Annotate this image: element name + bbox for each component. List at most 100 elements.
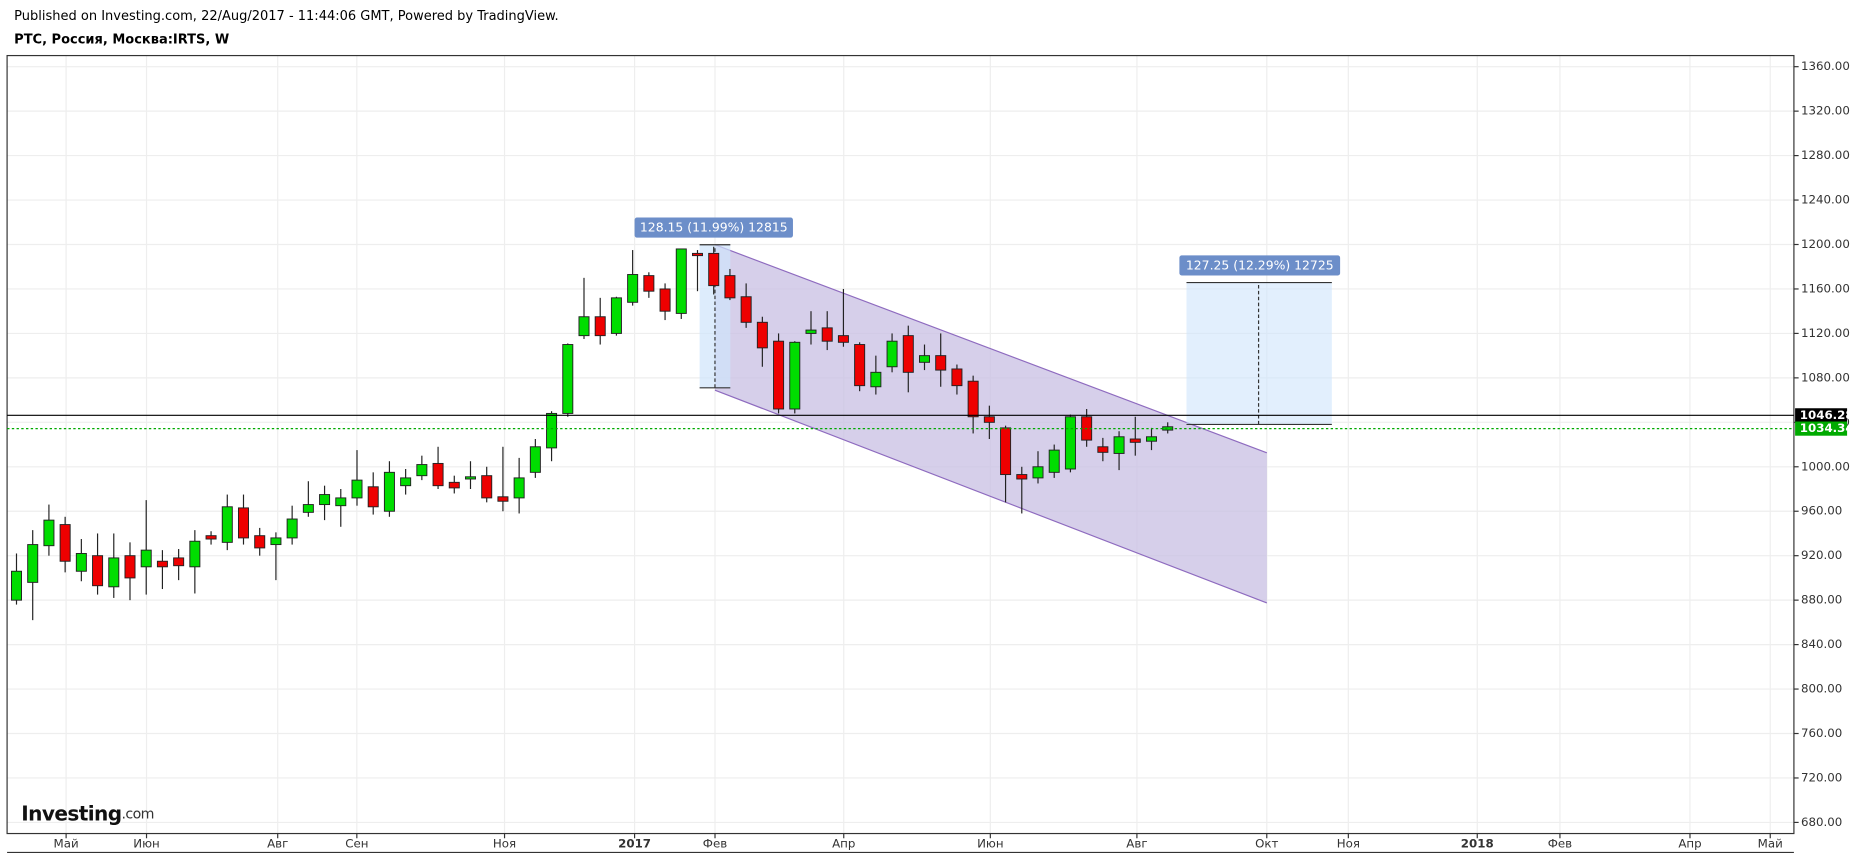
- candle-body: [237, 507, 249, 539]
- candle-body: [1048, 449, 1060, 473]
- x-tick-label: Окт: [1255, 837, 1278, 851]
- candle-body: [854, 344, 866, 387]
- x-tick-label: Июн: [133, 837, 160, 851]
- x-tick-label: Авг: [1126, 837, 1147, 851]
- y-tick-label: 840.00: [1801, 637, 1842, 651]
- candle-body: [383, 471, 395, 512]
- annotation: 128.15 (11.99%) 12815: [640, 220, 788, 235]
- candle-body: [189, 540, 201, 568]
- x-tick-label: Фев: [1548, 837, 1572, 851]
- candle-body: [529, 446, 541, 473]
- candle-body: [594, 316, 606, 337]
- y-tick-label: 720.00: [1801, 770, 1842, 784]
- candle-body: [367, 486, 379, 508]
- candle-body: [497, 496, 509, 502]
- candle-body: [562, 344, 574, 414]
- candle-body: [1000, 427, 1012, 476]
- candle-body: [108, 557, 120, 588]
- candle-body: [270, 537, 282, 546]
- y-tick-label: 760.00: [1801, 726, 1842, 740]
- candle-body: [1113, 436, 1125, 454]
- candle-body: [983, 416, 995, 423]
- candle-body: [432, 462, 444, 487]
- x-tick-label: Сен: [345, 837, 368, 851]
- channel-lower: [714, 389, 1268, 604]
- candle-body: [27, 544, 39, 583]
- x-tick-label: Апр: [832, 837, 855, 851]
- candle-body: [951, 368, 963, 387]
- x-tick-label: Июн: [977, 837, 1004, 851]
- candle-body: [1129, 438, 1141, 443]
- candle-body: [675, 248, 687, 314]
- x-tick-label: Фев: [703, 837, 727, 851]
- candle-body: [805, 329, 817, 334]
- candle-body: [302, 504, 314, 513]
- y-tick-label: 880.00: [1801, 593, 1842, 607]
- candle-body: [254, 535, 266, 549]
- y-tick-label: 1360.00: [1801, 59, 1850, 73]
- candle-body: [1032, 466, 1044, 479]
- candle-body: [75, 552, 87, 572]
- candle-body: [756, 321, 768, 349]
- symbol-title: РТС, Россия, Москва:IRTS, W: [14, 33, 229, 48]
- candle-body: [464, 476, 476, 480]
- candle-body: [610, 297, 622, 334]
- y-tick-label: 1280.00: [1801, 148, 1850, 162]
- candle-body: [43, 519, 55, 547]
- x-tick-label: 2017: [618, 837, 651, 851]
- annotation-box: [634, 217, 793, 238]
- x-tick-label: Май: [1758, 837, 1783, 851]
- candles: [10, 246, 1174, 621]
- plot-frame: [6, 54, 1795, 835]
- candle-body: [837, 335, 849, 343]
- y-tick-label: 960.00: [1801, 504, 1842, 518]
- logo: Investing.com: [21, 801, 154, 825]
- annotation-box: [1179, 255, 1341, 276]
- candle-body: [1064, 416, 1076, 470]
- candle-body: [221, 506, 233, 543]
- candle-body: [967, 380, 979, 418]
- candle-body: [59, 524, 71, 562]
- channel-fill: [714, 244, 1267, 603]
- candle-body: [351, 479, 363, 499]
- y-tick-label: 920.00: [1801, 548, 1842, 562]
- y-tick-label: 1320.00: [1801, 104, 1850, 118]
- candle-body: [92, 555, 104, 587]
- y-tick-label: 1200.00: [1801, 237, 1850, 251]
- candle-body: [286, 518, 298, 539]
- x-tick-label: Май: [54, 837, 79, 851]
- candle-body: [1146, 436, 1157, 442]
- candle-body: [870, 371, 882, 388]
- candle-body: [935, 355, 947, 371]
- candle-body: [416, 464, 428, 477]
- price-tag: [1795, 421, 1848, 436]
- x-tick-label: Ноя: [493, 837, 516, 851]
- candle-body: [400, 477, 412, 487]
- candle-body: [627, 274, 639, 303]
- y-tick-label: 1120.00: [1801, 326, 1850, 340]
- candle-body: [902, 335, 914, 373]
- candle-body: [708, 252, 720, 287]
- x-tick-label: Ноя: [1337, 837, 1360, 851]
- y-tick-label: 1240.00: [1801, 193, 1850, 207]
- annotation: 127.25 (12.29%) 12725: [1186, 258, 1334, 273]
- y-tick-label: 680.00: [1801, 815, 1842, 829]
- candle-body: [789, 341, 801, 410]
- candle-body: [724, 275, 736, 299]
- candle-body: [1097, 446, 1109, 453]
- grid: [7, 55, 1794, 834]
- candle-body: [773, 340, 785, 410]
- candle-body: [643, 275, 655, 292]
- candle-body: [205, 535, 217, 540]
- candle-body: [124, 555, 136, 579]
- candle-body: [740, 296, 752, 323]
- candle-body: [481, 475, 493, 499]
- x-tick-label: Апр: [1678, 837, 1701, 851]
- candle-body: [156, 560, 168, 568]
- candle-body: [821, 327, 833, 342]
- candle-body: [513, 477, 525, 499]
- x-tick-label: 2018: [1461, 837, 1494, 851]
- x-tick-label: Авг: [267, 837, 288, 851]
